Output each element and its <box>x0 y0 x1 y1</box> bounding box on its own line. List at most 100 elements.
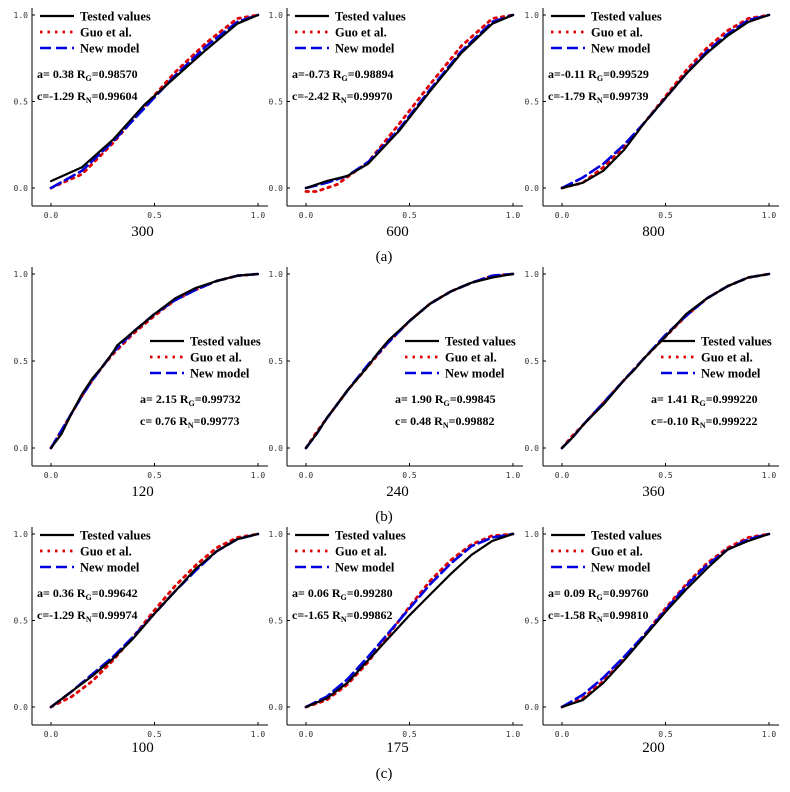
y-tick-label: 0.5 <box>14 357 29 366</box>
legend-label-guo: Guo et al. <box>80 545 132 559</box>
panel-600: 0.0 0.0 0.5 0.5 1.0 1.0 Tested values Guo et al… <box>269 8 523 240</box>
series-guo <box>304 532 515 709</box>
series-tested <box>560 532 771 709</box>
y-tick-label: 0.0 <box>269 703 284 712</box>
legend: Tested values Guo et al. New model <box>40 10 151 56</box>
legend-label-guo: Guo et al. <box>190 351 242 365</box>
x-tick-label: 1.0 <box>506 730 521 739</box>
y-tick-label: 1.0 <box>269 270 284 279</box>
panel-label: 240 <box>386 484 409 500</box>
x-tick-label: 0.0 <box>555 471 570 480</box>
legend-label-tested: Tested values <box>335 10 406 24</box>
x-tick-label: 0.5 <box>658 471 673 480</box>
y-tick-label: 0.0 <box>525 703 540 712</box>
x-tick-label: 0.0 <box>44 211 59 220</box>
panel-label: 600 <box>386 224 409 240</box>
legend-label-new: New model <box>445 367 505 381</box>
series-new <box>304 532 515 709</box>
series-guo <box>49 532 260 709</box>
series-tested <box>49 532 260 709</box>
group-label-a: (a) <box>376 249 393 265</box>
x-tick-label: 0.5 <box>147 471 162 480</box>
x-tick-label: 0.5 <box>658 211 673 220</box>
legend-label-new: New model <box>591 42 651 56</box>
x-tick-label: 0.5 <box>658 730 673 739</box>
legend-label-tested: Tested values <box>591 529 662 543</box>
x-tick-label: 1.0 <box>762 730 777 739</box>
panel-label: 175 <box>386 740 409 756</box>
series-tested <box>560 13 771 190</box>
panel-240: 0.0 0.0 0.5 0.5 1.0 1.0 Tested values Guo et al… <box>269 267 523 500</box>
annotation-c: c=-1.65 RN=0.99862 <box>292 608 392 624</box>
y-tick-label: 1.0 <box>525 270 540 279</box>
legend-label-new: New model <box>701 367 761 381</box>
y-tick-label: 0.5 <box>14 617 29 626</box>
legend-label-tested: Tested values <box>335 529 406 543</box>
series-tested <box>304 532 515 709</box>
group-label-c: (c) <box>376 766 393 782</box>
legend: Tested values Guo et al. New model <box>661 335 772 381</box>
y-tick-label: 1.0 <box>269 11 284 20</box>
x-tick-label: 0.0 <box>555 211 570 220</box>
legend-label-new: New model <box>335 42 395 56</box>
annotation-c: c=-1.79 RN=0.99739 <box>548 89 648 105</box>
x-tick-label: 0.5 <box>402 471 417 480</box>
y-tick-label: 0.5 <box>269 357 284 366</box>
annotation-c: c=-1.29 RN=0.99604 <box>37 89 137 105</box>
annotation-a: a= 2.15 RG=0.99732 <box>140 392 241 408</box>
panel-200: 0.0 0.0 0.5 0.5 1.0 1.0 Tested values Guo et al… <box>525 527 779 756</box>
y-tick-label: 0.0 <box>14 184 29 193</box>
series-tested <box>304 13 515 190</box>
x-tick-label: 1.0 <box>251 211 266 220</box>
panel-label: 200 <box>642 740 665 756</box>
y-tick-label: 1.0 <box>525 530 540 539</box>
series-tested <box>49 272 260 450</box>
legend-label-tested: Tested values <box>445 335 516 349</box>
x-tick-label: 0.0 <box>299 471 314 480</box>
panels: 0.0 0.0 0.5 0.5 1.0 1.0 Tested values Guo et al… <box>14 8 779 756</box>
annotation-c: c=-2.42 RN=0.99970 <box>292 89 392 105</box>
x-tick-label: 1.0 <box>506 211 521 220</box>
y-tick-label: 0.0 <box>525 184 540 193</box>
panel-label: 800 <box>642 224 665 240</box>
x-tick-label: 0.0 <box>555 730 570 739</box>
panel-800: 0.0 0.0 0.5 0.5 1.0 1.0 Tested values Guo et al… <box>525 8 779 240</box>
legend-label-tested: Tested values <box>701 335 772 349</box>
annotation-c: c= 0.48 RN=0.99882 <box>395 414 494 430</box>
x-tick-label: 0.5 <box>402 211 417 220</box>
legend-label-tested: Tested values <box>80 10 151 24</box>
x-tick-label: 1.0 <box>506 471 521 480</box>
annotation-a: a=-0.73 RG=0.98894 <box>292 67 394 83</box>
x-tick-label: 1.0 <box>251 471 266 480</box>
annotation-c: c=-1.58 RN=0.99810 <box>548 608 648 624</box>
panel-100: 0.0 0.0 0.5 0.5 1.0 1.0 Tested values Guo et al… <box>14 527 268 756</box>
legend: Tested values Guo et al. New model <box>551 529 662 575</box>
annotation-a: a= 1.41 RG=0.999220 <box>651 392 758 408</box>
panel-175: 0.0 0.0 0.5 0.5 1.0 1.0 Tested values Guo et al… <box>269 527 523 756</box>
legend-label-guo: Guo et al. <box>701 351 753 365</box>
y-tick-label: 1.0 <box>14 530 29 539</box>
legend-label-new: New model <box>80 42 140 56</box>
y-tick-label: 1.0 <box>14 11 29 20</box>
legend: Tested values Guo et al. New model <box>295 529 406 575</box>
legend: Tested values Guo et al. New model <box>295 10 406 56</box>
x-tick-label: 0.5 <box>147 730 162 739</box>
legend-label-new: New model <box>591 561 651 575</box>
legend-label-new: New model <box>335 561 395 575</box>
legend-label-guo: Guo et al. <box>591 26 643 40</box>
annotation-a: a= 0.36 RG=0.99642 <box>37 586 138 602</box>
legend: Tested values Guo et al. New model <box>40 529 151 575</box>
legend-label-guo: Guo et al. <box>335 545 387 559</box>
y-tick-label: 0.0 <box>269 444 284 453</box>
series-tested <box>560 272 771 450</box>
y-tick-label: 0.5 <box>525 357 540 366</box>
panel-label: 300 <box>131 224 154 240</box>
panel-360: 0.0 0.0 0.5 0.5 1.0 1.0 Tested values Guo et al… <box>525 267 779 500</box>
panel-label: 120 <box>131 484 154 500</box>
annotation-a: a= 0.38 RG=0.98570 <box>37 67 138 83</box>
y-tick-label: 1.0 <box>525 11 540 20</box>
legend-label-guo: Guo et al. <box>80 26 132 40</box>
y-tick-label: 0.0 <box>14 444 29 453</box>
legend-label-guo: Guo et al. <box>445 351 497 365</box>
